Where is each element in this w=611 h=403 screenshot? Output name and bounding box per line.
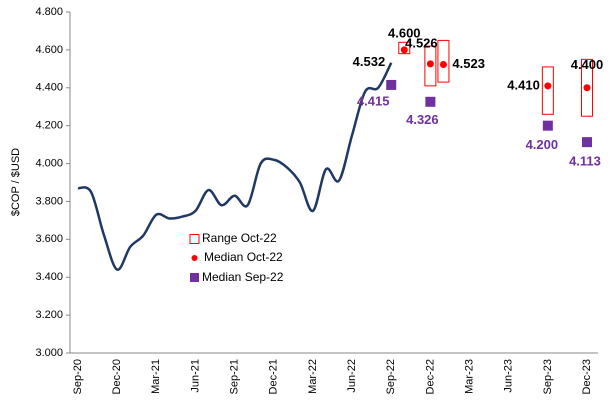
data-label: 4.600 (388, 25, 421, 40)
x-tick-label: Jun-21 (189, 359, 201, 393)
x-tick-label: Dec-20 (111, 359, 123, 394)
data-label: 4.415 (357, 93, 390, 108)
median-square (582, 137, 592, 148)
y-tick-label: 4.600 (35, 44, 63, 56)
x-tick-label: Sep-23 (542, 359, 554, 394)
median-dot (400, 46, 408, 54)
legend-swatch (191, 255, 198, 261)
x-tick-label: Mar-22 (307, 359, 319, 394)
range-box (398, 41, 411, 55)
x-tick-label: Sep-21 (229, 359, 241, 394)
x-tick-label: Sep-22 (385, 359, 397, 394)
median-dot (426, 60, 434, 68)
median-dot (544, 82, 552, 90)
y-tick-label: 3.200 (35, 309, 63, 321)
range-box (581, 58, 593, 117)
x-tick-label: Mar-21 (150, 359, 162, 394)
legend-swatch (189, 234, 200, 244)
range-box (437, 39, 450, 83)
data-label: 4.400 (571, 57, 604, 72)
y-tick-label: 4.200 (35, 120, 63, 132)
y-tick-label: 3.800 (35, 195, 63, 207)
median-square (386, 79, 397, 90)
y-tick-label: 3.600 (35, 233, 63, 245)
median-dot (439, 60, 447, 68)
x-tick-label: Jun-22 (346, 359, 358, 393)
x-tick-label: Dec-22 (424, 359, 436, 394)
x-tick-label: Sep-20 (72, 359, 84, 394)
median-dot (583, 84, 591, 92)
y-tick-label: 4.400 (35, 82, 63, 94)
data-label: 4.410 (507, 77, 540, 92)
legend-label: Median Sep-22 (202, 270, 284, 284)
data-label: 4.113 (569, 154, 601, 169)
y-tick-label: 4.000 (35, 157, 63, 169)
data-label: 4.200 (526, 137, 559, 152)
data-label: 4.326 (406, 112, 439, 127)
y-tick-label: 3.400 (35, 271, 63, 283)
x-tick-label: Dec-21 (268, 359, 280, 394)
median-square (542, 120, 553, 131)
x-tick-label: Jun-23 (503, 359, 515, 393)
y-tick-label: 4.800 (35, 6, 63, 18)
x-tick-label: Mar-23 (463, 359, 475, 394)
legend-label: Range Oct-22 (202, 231, 277, 245)
legend-label: Median Oct-22 (204, 250, 283, 264)
fx-line (77, 62, 393, 271)
y-tick-label: 3.000 (35, 347, 63, 359)
x-tick-label: Dec-23 (581, 359, 593, 394)
data-label: 4.523 (452, 56, 485, 71)
median-square (425, 96, 436, 107)
y-axis-label: $COP / $USD (10, 148, 22, 216)
data-label: 4.532 (353, 54, 386, 69)
data-label: 4.526 (405, 35, 438, 50)
range-box (541, 66, 554, 115)
range-box (424, 45, 437, 87)
legend-swatch (190, 273, 199, 282)
